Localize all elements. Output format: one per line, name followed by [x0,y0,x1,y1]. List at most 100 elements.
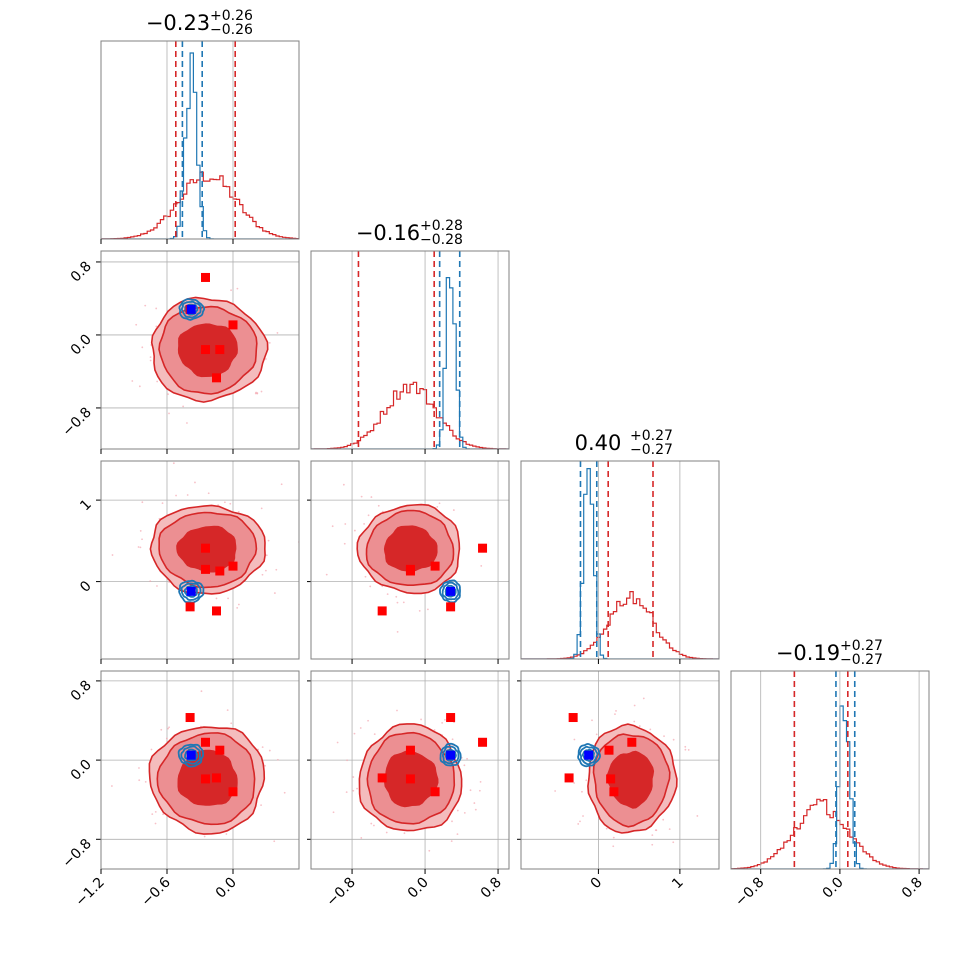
sample-point [605,827,608,830]
sample-point [612,836,615,839]
sample-point [651,843,654,846]
red-marker-0 [185,602,195,612]
sample-point [264,764,266,767]
red-marker-5 [201,564,210,574]
panel-frame [100,40,300,240]
sample-point [684,745,687,748]
panel-frame [730,670,930,870]
sample-point [261,746,264,749]
sample-point [149,356,152,358]
sample-point [633,704,636,707]
sample-point [651,834,654,837]
sample-point [386,593,389,596]
sample-point [139,546,142,549]
sample-point [154,822,157,825]
sample-point [226,709,229,712]
sample-point [364,575,367,578]
red-marker-3 [564,773,574,783]
sample-point [273,840,276,843]
sample-point [230,289,232,292]
x-tick-label: −0.6 [138,874,173,909]
panel-title-value: −0.16 [356,221,420,245]
panel-title-lower-error: −0.27 [840,652,883,668]
sample-point [227,597,229,600]
sample-point [186,422,188,424]
contour-panel-2-1 [307,460,510,664]
red-contour-core [383,525,438,572]
sample-point [396,630,399,633]
sample-point [151,813,154,816]
blue-histogram [101,52,299,239]
sample-point [144,304,147,307]
sample-point [267,539,270,542]
red-marker-0 [446,713,456,723]
sample-point [615,710,617,712]
sample-point [402,601,405,604]
red-marker-3 [212,606,221,616]
sample-point [273,592,276,594]
contour-panel-3-1 [307,670,510,874]
x-tick-label: −1.2 [72,875,107,910]
sample-point [139,530,142,532]
sample-point [332,811,335,814]
sample-point [370,822,373,825]
panel-title-upper-error: +0.27 [840,638,883,654]
sample-point [165,737,168,740]
sample-point [377,504,380,507]
panel-title-upper-error: +0.27 [630,428,673,444]
sample-point [167,727,169,730]
blue-contour-0 [439,579,461,604]
red-marker-5 [405,774,415,784]
sample-point [237,511,240,513]
panel-frame [520,670,720,870]
sample-point [612,845,615,848]
red-marker-5 [201,345,210,355]
panel-frame [310,460,510,660]
red-marker-2 [228,787,238,797]
red-marker-3 [212,773,221,783]
panel-frame [100,250,300,450]
sample-point [149,580,152,582]
sample-point [451,738,454,741]
red-marker-5 [201,774,210,784]
sample-point [168,412,170,415]
sample-point [581,790,583,793]
sample-point [672,841,675,844]
sample-point [420,718,422,721]
sample-point [395,595,398,598]
sample-point [360,837,363,839]
sample-point [573,782,576,784]
sample-point [141,501,144,504]
sample-point [135,323,138,326]
sample-point [451,820,453,823]
sample-point [396,601,399,604]
sample-point [696,815,699,817]
sample-point [275,568,278,571]
sample-point [385,831,388,834]
contour-panel-2-0 [96,460,300,664]
sample-point [672,738,675,741]
y-tick-label: 1 [77,497,95,515]
red-marker-2 [430,787,440,797]
sample-point [363,523,365,525]
sample-point [655,829,658,832]
panel-title-lower-error: −0.26 [210,22,253,38]
sample-point [236,606,239,609]
sample-point [160,728,163,731]
sample-point [237,603,240,606]
sample-point [186,494,189,496]
sample-point [141,538,143,541]
contour-panel-3-0 [96,670,300,874]
sample-point [433,729,436,731]
sample-point [345,791,348,794]
contour-panel-3-2 [517,670,720,874]
y-tick-label: 0.8 [68,258,95,285]
sample-point [225,833,228,835]
y-tick-label: 0.0 [68,757,95,784]
red-marker-1 [201,543,210,553]
sample-point [138,767,140,769]
sample-point [215,597,218,600]
sample-point [131,380,134,382]
sample-point [156,380,159,383]
